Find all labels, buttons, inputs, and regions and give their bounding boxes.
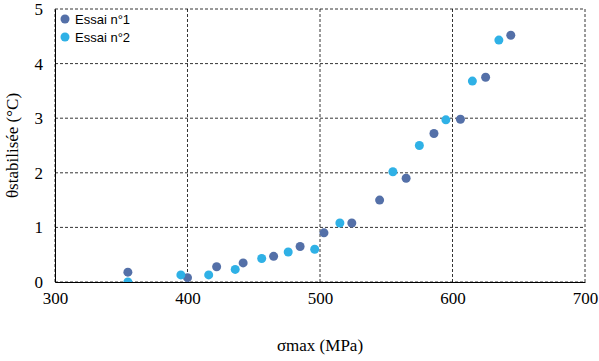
grid-line-x	[452, 9, 453, 282]
grid-line-y	[55, 227, 585, 228]
grid-line-y	[55, 63, 585, 64]
y-tick-label: 2	[35, 164, 44, 183]
x-tick: 400	[175, 282, 201, 308]
point	[296, 242, 305, 251]
y-tick-label: 1	[35, 218, 44, 237]
x-axis-title: σmax (MPa)	[277, 336, 363, 355]
point	[468, 77, 477, 86]
chart: 300 400 500 600 700 0 1 2 3 4 5 Essai n°1 Essai n°2 σ…	[0, 0, 599, 361]
point	[212, 262, 221, 271]
grid-line-y	[55, 9, 585, 10]
legend-marker	[61, 33, 70, 42]
legend-marker	[61, 15, 70, 24]
y-axis-title: θstabilisée (°C)	[3, 93, 22, 198]
y-tick-label: 4	[35, 55, 44, 74]
y-tick: 5	[35, 0, 56, 19]
x-tick-label: 300	[43, 289, 69, 308]
point	[310, 245, 319, 254]
y-tick: 0	[35, 273, 56, 292]
point	[481, 73, 490, 82]
point	[506, 31, 515, 40]
point	[388, 167, 397, 176]
y-tick-label: 3	[35, 109, 44, 128]
point	[429, 129, 438, 138]
series	[123, 31, 515, 282]
x-tick-label: 400	[175, 289, 201, 308]
point	[494, 36, 503, 45]
x-tick: 600	[440, 282, 466, 308]
x-tick-label: 700	[573, 289, 599, 308]
point	[456, 115, 465, 124]
point	[335, 219, 344, 228]
point	[257, 254, 266, 263]
point	[441, 115, 450, 124]
y-axis: 0 1 2 3 4 5	[35, 0, 56, 292]
y-tick: 1	[35, 218, 56, 237]
point	[176, 270, 185, 279]
x-tick: 300	[43, 282, 69, 308]
legend-item: Essai n°2	[61, 30, 131, 45]
points	[123, 31, 515, 282]
grid-line-x	[320, 9, 321, 282]
legend-item: Essai n°1	[61, 12, 131, 27]
grid-line-y	[55, 282, 585, 283]
x-tick: 700	[573, 282, 599, 308]
y-tick: 4	[35, 55, 56, 74]
point	[347, 219, 356, 228]
grid-line-x	[585, 9, 586, 282]
plot: 300 400 500 600 700 0 1 2 3 4 5 Essai n°1 Essai n°2	[35, 0, 599, 308]
legend-label: Essai n°2	[75, 30, 130, 45]
point	[239, 258, 248, 267]
series	[123, 36, 503, 282]
grid	[55, 9, 585, 282]
y-tick-label: 5	[35, 0, 44, 19]
point	[123, 278, 132, 283]
point	[375, 196, 384, 205]
grid-line-x	[187, 9, 188, 282]
point	[284, 247, 293, 256]
grid-line-x	[55, 9, 56, 282]
legend-label: Essai n°1	[75, 12, 130, 27]
y-tick: 2	[35, 164, 56, 183]
point	[204, 270, 213, 279]
x-axis: 300 400 500 600 700	[43, 282, 599, 308]
legend: Essai n°1 Essai n°2	[61, 12, 131, 45]
x-tick-label: 500	[308, 289, 334, 308]
point	[319, 228, 328, 237]
grid-line-y	[55, 172, 585, 173]
x-axis-line	[56, 282, 586, 283]
point	[402, 174, 411, 183]
point	[123, 268, 132, 277]
x-tick: 500	[308, 282, 334, 308]
point	[415, 141, 424, 150]
y-tick-label: 0	[35, 273, 44, 292]
x-tick-label: 600	[440, 289, 466, 308]
y-axis-line	[55, 10, 56, 283]
point	[269, 252, 278, 261]
point	[231, 265, 240, 274]
y-tick: 3	[35, 109, 56, 128]
grid-line-y	[55, 118, 585, 119]
